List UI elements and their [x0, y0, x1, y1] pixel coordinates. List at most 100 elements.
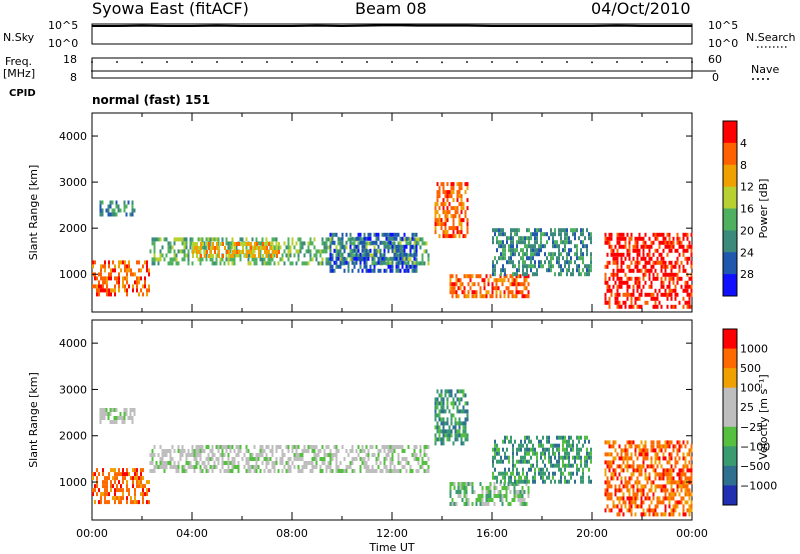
velocity-cell [612, 460, 615, 465]
power-cell [263, 261, 266, 266]
velocity-cell [113, 416, 116, 420]
velocity-cell [668, 480, 671, 485]
velocity-cell [269, 469, 272, 473]
velocity-cell [542, 435, 544, 440]
velocity-cell [389, 469, 392, 473]
velocity-cell [674, 480, 677, 485]
power-cell [634, 240, 637, 245]
velocity-cell [415, 445, 418, 449]
power-cell [518, 260, 520, 265]
power-cell [544, 252, 546, 257]
velocity-cell [329, 469, 332, 473]
velocity-cell [479, 482, 482, 486]
power-cell [572, 268, 574, 273]
power-cell [128, 284, 130, 289]
power-cell [233, 253, 236, 258]
velocity-cell [686, 508, 689, 513]
power-cell [610, 288, 613, 293]
velocity-cell [415, 469, 418, 473]
velocity-cell [175, 469, 178, 473]
power-cell [525, 286, 528, 291]
velocity-cell [586, 451, 588, 456]
nave-point [341, 61, 343, 63]
velocity-cell [185, 469, 188, 473]
power-cell [519, 274, 522, 279]
power-cell [452, 182, 455, 187]
velocity-cell [686, 440, 689, 445]
velocity-cell [620, 508, 623, 513]
velocity-cell [465, 482, 468, 486]
velocity-cell [650, 440, 653, 445]
power-cell [297, 257, 300, 262]
velocity-cell [660, 484, 663, 489]
velocity-cell [265, 461, 268, 465]
power-cell [610, 292, 613, 297]
power-cell [438, 214, 441, 219]
power-cell [359, 240, 362, 245]
power-cell [636, 268, 639, 273]
velocity-cell [660, 476, 663, 481]
power-cell [108, 272, 110, 277]
power-cell [187, 253, 190, 258]
velocity-cell [442, 433, 445, 438]
velocity-cell [658, 456, 661, 461]
velocity-cell [101, 416, 104, 420]
velocity-cell [438, 425, 441, 430]
power-cell [169, 261, 172, 266]
velocity-cell [115, 408, 118, 412]
power-cell [525, 278, 528, 283]
power-cell [235, 253, 238, 258]
velocity-cell [125, 408, 128, 412]
velocity-cell [516, 447, 518, 452]
freq-point [591, 70, 616, 72]
velocity-cell [674, 456, 677, 461]
velocity-cell [614, 484, 617, 489]
power-cell [325, 249, 328, 254]
power-cell [210, 254, 212, 258]
power-cell [642, 248, 645, 253]
power-cell [624, 304, 627, 309]
velocity-cell [610, 492, 613, 497]
power-cell [415, 261, 418, 266]
velocity-cell [612, 456, 615, 461]
power-cell [214, 246, 216, 250]
power-cell [612, 272, 615, 277]
velocity-cell [397, 445, 400, 449]
power-cell [215, 237, 218, 242]
power-cell [281, 257, 284, 262]
power-cell [558, 264, 560, 269]
velocity-cell [624, 452, 627, 457]
power-cell [249, 261, 252, 266]
power-cell [642, 252, 645, 257]
power-cell [624, 256, 627, 261]
power-cell [196, 242, 198, 246]
velocity-cell [682, 472, 685, 477]
velocity-cell [151, 469, 154, 473]
power-cell [407, 260, 410, 265]
velocity-cell [654, 472, 657, 477]
power-cell [684, 284, 687, 289]
power-cell [682, 304, 685, 309]
velocity-cell [658, 472, 661, 477]
power-cell [347, 237, 350, 242]
power-cell [662, 284, 665, 289]
power-cell [522, 256, 524, 261]
velocity-cell [267, 457, 270, 461]
velocity-cell [504, 479, 506, 484]
velocity-cell [399, 469, 402, 473]
power-cell [220, 242, 222, 246]
power-cell [444, 190, 447, 195]
power-cell [502, 256, 504, 261]
power-cell [343, 244, 346, 249]
power-cell [379, 256, 382, 261]
power-cell [458, 234, 461, 239]
power-cell [153, 245, 156, 250]
power-cell [102, 264, 104, 269]
velocity-cell [660, 464, 663, 469]
power-cell [407, 264, 410, 269]
velocity-cell [662, 444, 665, 449]
power-cell [606, 260, 609, 265]
power-cell [642, 284, 645, 289]
power-cell [636, 304, 639, 309]
velocity-cell [512, 471, 514, 476]
